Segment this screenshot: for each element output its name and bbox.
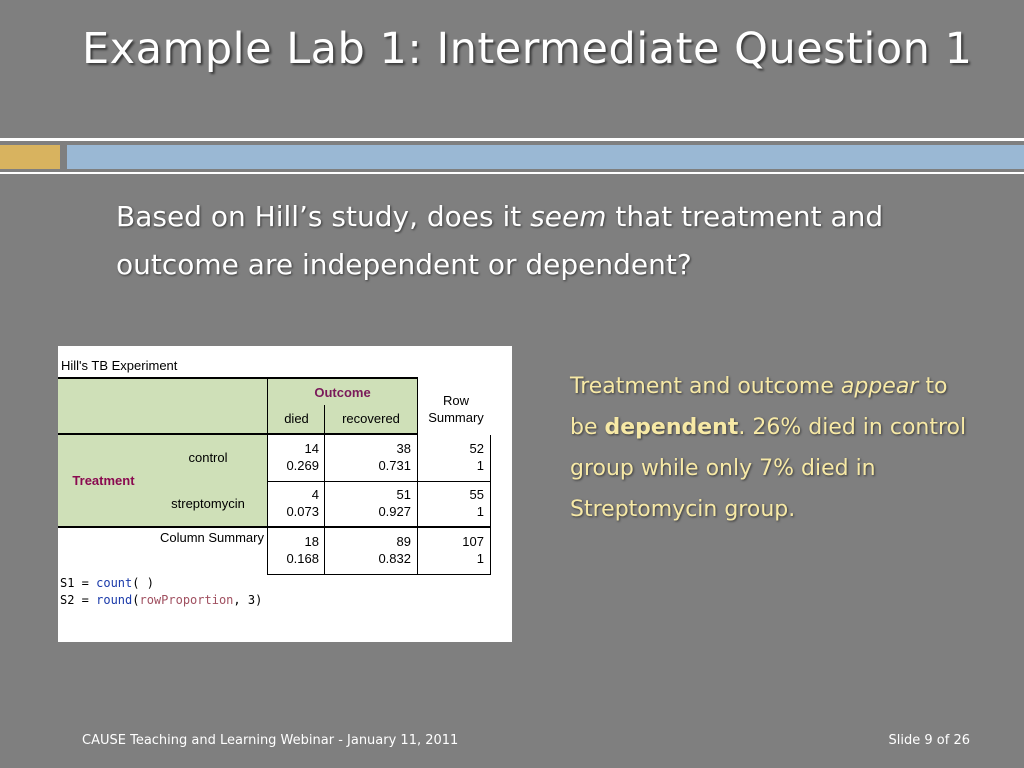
- table-title: Hill's TB Experiment: [61, 358, 177, 373]
- table-cell: 51 0.927: [324, 481, 418, 528]
- formula-prefix: S2 =: [60, 593, 96, 607]
- bullet-text: Based on Hill’s study, does it seem that…: [116, 193, 958, 289]
- table-cell: 18 0.168: [267, 528, 325, 575]
- bullet-item: ๟ Based on Hill’s study, does it seem th…: [78, 193, 958, 289]
- col-header-recovered: recovered: [324, 405, 418, 435]
- contingency-table-panel: Hill's TB Experiment Outcome died recove…: [58, 346, 512, 642]
- accent-bar-blue: [67, 145, 1024, 169]
- outcome-header: Outcome: [267, 377, 418, 406]
- title-rule-lower: [0, 172, 1024, 174]
- table-cell: 89 0.832: [324, 528, 418, 575]
- proportion-value: 0.731: [325, 457, 411, 474]
- column-summary-label: Column Summary: [118, 530, 264, 550]
- proportion-value: 0.168: [268, 550, 319, 567]
- proportion-value: 1: [417, 503, 484, 520]
- table-cell: 14 0.269: [267, 435, 325, 482]
- count-value: 4: [268, 486, 319, 503]
- formula-argument: rowProportion: [139, 593, 233, 607]
- count-value: 52: [417, 440, 484, 457]
- formula-s1: S1 = count( ): [60, 576, 154, 590]
- slide-title: Example Lab 1: Intermediate Question 1: [82, 22, 982, 76]
- table-cell: 38 0.731: [324, 435, 418, 482]
- slide-number: Slide 9 of 26: [889, 733, 970, 748]
- table-corner: [58, 377, 268, 435]
- proportion-value: 1: [417, 550, 484, 567]
- title-rule: [0, 138, 1024, 141]
- proportion-value: 0.073: [268, 503, 319, 520]
- row-label-control: control: [149, 435, 268, 482]
- bullet-text-part1: Based on Hill’s study, does it: [116, 200, 530, 233]
- formula-args: , 3): [233, 593, 262, 607]
- proportion-value: 1: [417, 457, 484, 474]
- answer-text: Treatment and outcome appear to be depen…: [570, 366, 970, 530]
- count-value: 14: [268, 440, 319, 457]
- formula-prefix: S1 =: [60, 576, 96, 590]
- count-value: 38: [325, 440, 411, 457]
- formula-args: ( ): [132, 576, 154, 590]
- count-value: 89: [325, 533, 411, 550]
- table-cell: 52 1: [417, 435, 491, 482]
- accent-bar-gold: [0, 145, 60, 169]
- row-label-streptomycin: streptomycin: [149, 481, 268, 528]
- proportion-value: 0.269: [268, 457, 319, 474]
- count-value: 107: [417, 533, 484, 550]
- answer-part1: Treatment and outcome: [570, 374, 841, 399]
- formula-s2: S2 = round(rowProportion, 3): [60, 593, 262, 607]
- table-cell: 55 1: [417, 481, 491, 528]
- proportion-value: 0.927: [325, 503, 411, 520]
- answer-bold: dependent: [605, 415, 739, 440]
- bullet-emphasis: seem: [530, 200, 606, 233]
- table-cell: 107 1: [417, 528, 491, 575]
- count-value: 55: [417, 486, 484, 503]
- footer-event: CAUSE Teaching and Learning Webinar - Ja…: [82, 733, 458, 748]
- treatment-label: Treatment: [58, 435, 150, 528]
- col-header-died: died: [267, 405, 325, 435]
- count-value: 51: [325, 486, 411, 503]
- proportion-value: 0.832: [325, 550, 411, 567]
- row-summary-header: Row Summary: [418, 392, 494, 432]
- formula-function: round: [96, 593, 132, 607]
- table-cell: 4 0.073: [267, 481, 325, 528]
- formula-function: count: [96, 576, 132, 590]
- answer-emphasis: appear: [841, 374, 918, 399]
- count-value: 18: [268, 533, 319, 550]
